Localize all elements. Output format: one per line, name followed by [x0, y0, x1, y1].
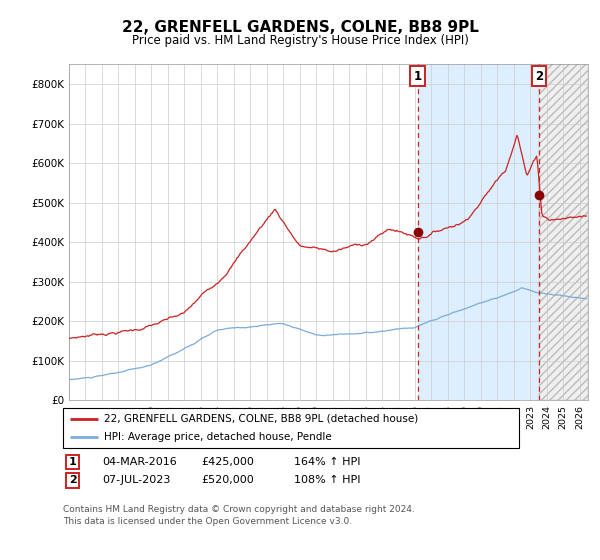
Text: 2: 2 — [69, 475, 76, 486]
Text: 2: 2 — [535, 69, 543, 83]
Text: 04-MAR-2016: 04-MAR-2016 — [102, 457, 177, 467]
Text: 1: 1 — [69, 457, 76, 467]
Text: 22, GRENFELL GARDENS, COLNE, BB8 9PL: 22, GRENFELL GARDENS, COLNE, BB8 9PL — [122, 20, 478, 35]
Text: HPI: Average price, detached house, Pendle: HPI: Average price, detached house, Pend… — [104, 432, 332, 442]
Text: Price paid vs. HM Land Registry's House Price Index (HPI): Price paid vs. HM Land Registry's House … — [131, 34, 469, 46]
Text: 22, GRENFELL GARDENS, COLNE, BB8 9PL (detached house): 22, GRENFELL GARDENS, COLNE, BB8 9PL (de… — [104, 414, 418, 424]
Text: 07-JUL-2023: 07-JUL-2023 — [102, 475, 170, 486]
Text: 164% ↑ HPI: 164% ↑ HPI — [294, 457, 361, 467]
Text: 1: 1 — [414, 69, 422, 83]
Text: £520,000: £520,000 — [201, 475, 254, 486]
Text: Contains HM Land Registry data © Crown copyright and database right 2024.
This d: Contains HM Land Registry data © Crown c… — [63, 505, 415, 526]
Bar — [539, 64, 588, 400]
Bar — [418, 64, 539, 400]
Text: 108% ↑ HPI: 108% ↑ HPI — [294, 475, 361, 486]
Text: £425,000: £425,000 — [201, 457, 254, 467]
